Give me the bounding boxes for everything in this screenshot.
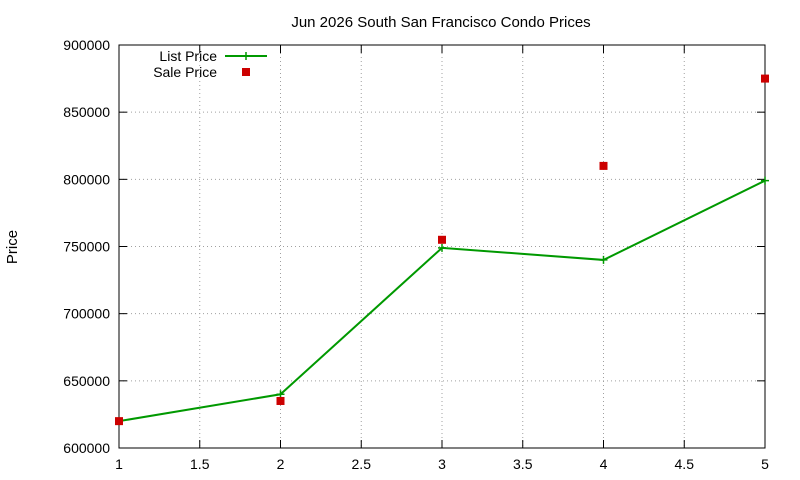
y-tick-label: 600000	[63, 440, 110, 456]
list-price-point	[276, 390, 285, 399]
y-axis-label: Price	[4, 230, 21, 264]
x-tick-label: 1	[115, 456, 123, 472]
sale-price-point	[599, 161, 608, 170]
y-tick-label: 800000	[63, 171, 110, 187]
x-tick-label: 2.5	[352, 456, 372, 472]
series-layer	[115, 74, 769, 426]
series-list-price	[115, 176, 769, 426]
legend-label: Sale Price	[153, 64, 217, 80]
y-tick-label: 700000	[63, 306, 110, 322]
legend-swatch-marker	[242, 52, 250, 60]
y-tick-label: 850000	[63, 104, 110, 120]
list-price-point	[761, 176, 769, 185]
list-price-point	[438, 243, 446, 252]
list-price-point	[599, 255, 608, 264]
legend-swatch-marker	[242, 68, 250, 76]
axes	[118, 44, 766, 449]
y-tick-label: 750000	[63, 239, 110, 255]
legend-label: List Price	[159, 48, 217, 64]
x-tick-label: 3	[438, 456, 446, 472]
x-tick-label: 3.5	[513, 456, 533, 472]
x-tick-label: 1.5	[190, 456, 210, 472]
sale-price-point	[438, 235, 446, 244]
y-tick-label: 900000	[63, 37, 110, 53]
chart-title: Jun 2026 South San Francisco Condo Price…	[291, 14, 590, 31]
tick-labels: 1 1.5 2 2.5 3 3.5 4 4.5 5 600000 650000 700000 75000…	[63, 37, 769, 472]
x-tick-label: 4.5	[675, 456, 695, 472]
plot-frame	[118, 44, 766, 449]
sale-price-point	[761, 74, 769, 83]
x-tick-label: 4	[600, 456, 608, 472]
series-sale-price	[115, 74, 769, 426]
sale-price-point	[276, 396, 285, 405]
x-tick-label: 5	[761, 456, 769, 472]
x-tick-label: 2	[277, 456, 285, 472]
y-tick-label: 650000	[63, 373, 110, 389]
sale-price-point	[115, 417, 123, 426]
